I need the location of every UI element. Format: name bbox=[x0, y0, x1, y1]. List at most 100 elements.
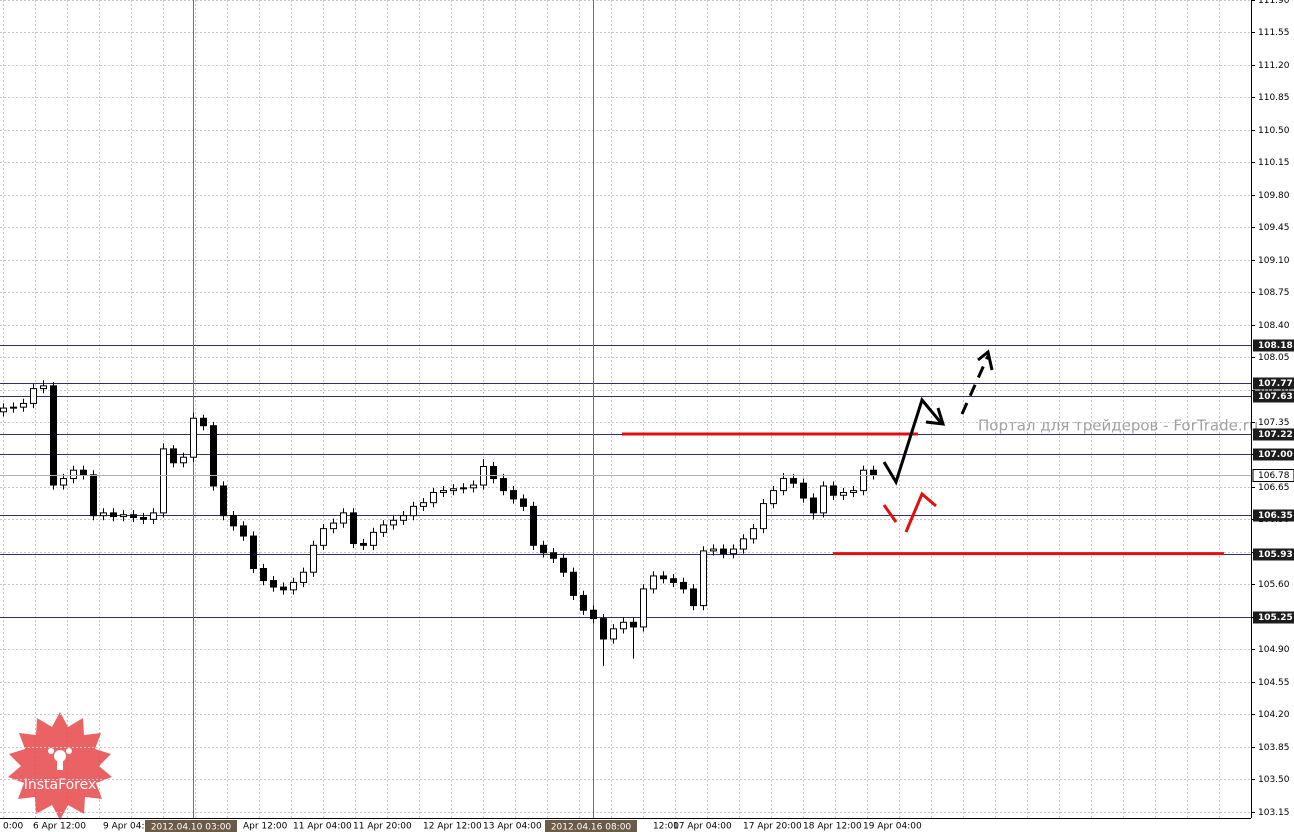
candle-body bbox=[830, 485, 837, 496]
x-tick-label: 11 Apr 20:00 bbox=[353, 822, 412, 832]
candle-body bbox=[280, 586, 287, 591]
candle-body bbox=[420, 502, 427, 507]
y-tick-label: 106.65 bbox=[1258, 483, 1290, 493]
y-tick-label: 103.85 bbox=[1258, 743, 1290, 753]
x-tick-label: 6 Apr 12:00 bbox=[33, 822, 86, 832]
candle-body bbox=[370, 531, 377, 546]
marker-label-box bbox=[545, 820, 637, 832]
candle-body bbox=[700, 550, 707, 607]
level-label-box bbox=[1253, 611, 1294, 624]
y-tick-label: 108.75 bbox=[1258, 288, 1290, 298]
candle-body bbox=[320, 528, 327, 546]
level-label-box bbox=[1253, 509, 1294, 522]
candle-body bbox=[380, 524, 387, 533]
x-tick-label: 12:00 bbox=[653, 822, 679, 832]
y-tick-label: 111.90 bbox=[1258, 0, 1290, 6]
y-tick-label: 110.50 bbox=[1258, 126, 1290, 136]
candle-body bbox=[180, 456, 187, 464]
alt-arrow bbox=[882, 504, 898, 523]
candle-body bbox=[300, 571, 307, 583]
candle-body bbox=[740, 538, 747, 550]
candle-body bbox=[670, 578, 677, 583]
candle-body bbox=[310, 544, 317, 573]
candle-body bbox=[390, 519, 397, 526]
candle-body bbox=[160, 448, 167, 514]
candle-body bbox=[30, 388, 37, 404]
level-label: 106.35 bbox=[1258, 511, 1293, 521]
y-tick-label: 104.55 bbox=[1258, 678, 1290, 688]
x-tick-label: 11 Apr 04:00 bbox=[293, 822, 352, 832]
bid-label: 106.78 bbox=[1258, 471, 1290, 481]
candle-body bbox=[600, 618, 607, 640]
candle-body bbox=[400, 515, 407, 521]
alt-arrow bbox=[904, 491, 937, 533]
candle-body bbox=[790, 478, 797, 484]
level-label: 107.22 bbox=[1258, 430, 1293, 440]
candle-body bbox=[660, 575, 667, 580]
candle-body bbox=[560, 557, 567, 573]
candle-body bbox=[630, 621, 637, 628]
x-tick-label: Apr 12:00 bbox=[243, 822, 288, 832]
candle-body bbox=[840, 491, 847, 496]
candle-body bbox=[330, 522, 337, 530]
candle-body bbox=[750, 528, 757, 540]
level-label: 105.93 bbox=[1258, 550, 1293, 560]
candle-body bbox=[780, 478, 787, 492]
x-tick-label: 12 Apr 12:00 bbox=[423, 822, 482, 832]
candle-body bbox=[540, 544, 547, 554]
x-tick-label: 9 Apr 04:00 bbox=[103, 822, 156, 832]
y-tick-label: 105.60 bbox=[1258, 580, 1290, 590]
candle-body bbox=[230, 515, 237, 527]
y-tick-label: 109.45 bbox=[1258, 223, 1290, 233]
x-tick-label: 0:00 bbox=[3, 822, 23, 832]
x-tick-label: 17 Apr 04:00 bbox=[673, 822, 732, 832]
candle-body bbox=[140, 517, 147, 520]
level-label: 105.25 bbox=[1258, 613, 1293, 623]
level-label: 108.18 bbox=[1258, 341, 1293, 351]
candle-body bbox=[760, 503, 767, 530]
candle-body bbox=[610, 628, 617, 640]
y-tick-label: 103.15 bbox=[1258, 808, 1290, 818]
candle-body bbox=[620, 621, 627, 630]
candle-body bbox=[70, 469, 77, 480]
forecast-arrow bbox=[882, 396, 944, 486]
bid-label-box bbox=[1252, 469, 1294, 482]
candle-body bbox=[590, 609, 597, 620]
y-tick-label: 111.55 bbox=[1258, 28, 1290, 38]
level-label: 107.00 bbox=[1258, 450, 1293, 460]
arrow-head bbox=[977, 349, 994, 371]
candle-body bbox=[340, 512, 347, 524]
candle-body bbox=[550, 552, 557, 559]
level-label-box bbox=[1253, 448, 1294, 461]
y-tick-label: 110.85 bbox=[1258, 93, 1290, 103]
candle-body bbox=[410, 505, 417, 517]
candle-body bbox=[730, 548, 737, 555]
y-tick-label: 107.35 bbox=[1258, 418, 1290, 428]
candle-body bbox=[860, 469, 867, 492]
y-tick-label: 109.80 bbox=[1258, 191, 1290, 201]
logo: InstaForex bbox=[8, 712, 112, 820]
marker-label-box bbox=[145, 820, 237, 832]
candle-body bbox=[820, 485, 827, 514]
x-tick-label: 13 Apr 04:00 bbox=[483, 822, 542, 832]
candle-body bbox=[50, 385, 57, 486]
candle-body bbox=[440, 490, 447, 493]
candle-body bbox=[20, 402, 27, 408]
y-tick-label: 104.90 bbox=[1258, 645, 1290, 655]
logo-text: InstaForex bbox=[24, 777, 97, 793]
candle-body bbox=[190, 417, 197, 458]
x-tick-label: 18 Apr 12:00 bbox=[803, 822, 862, 832]
candle-body bbox=[290, 581, 297, 591]
y-tick-label: 108.05 bbox=[1258, 353, 1290, 363]
y-tick-label: 104.20 bbox=[1258, 710, 1290, 720]
candle-body bbox=[810, 497, 817, 514]
candle-body bbox=[470, 484, 477, 489]
y-tick-label: 108.40 bbox=[1258, 321, 1290, 331]
y-tick-label: 110.15 bbox=[1258, 158, 1290, 168]
candle-body bbox=[170, 448, 177, 464]
level-label-box bbox=[1253, 377, 1294, 390]
candle-body bbox=[710, 548, 717, 552]
forecast-arrows bbox=[882, 349, 994, 533]
level-label-box bbox=[1253, 390, 1294, 403]
